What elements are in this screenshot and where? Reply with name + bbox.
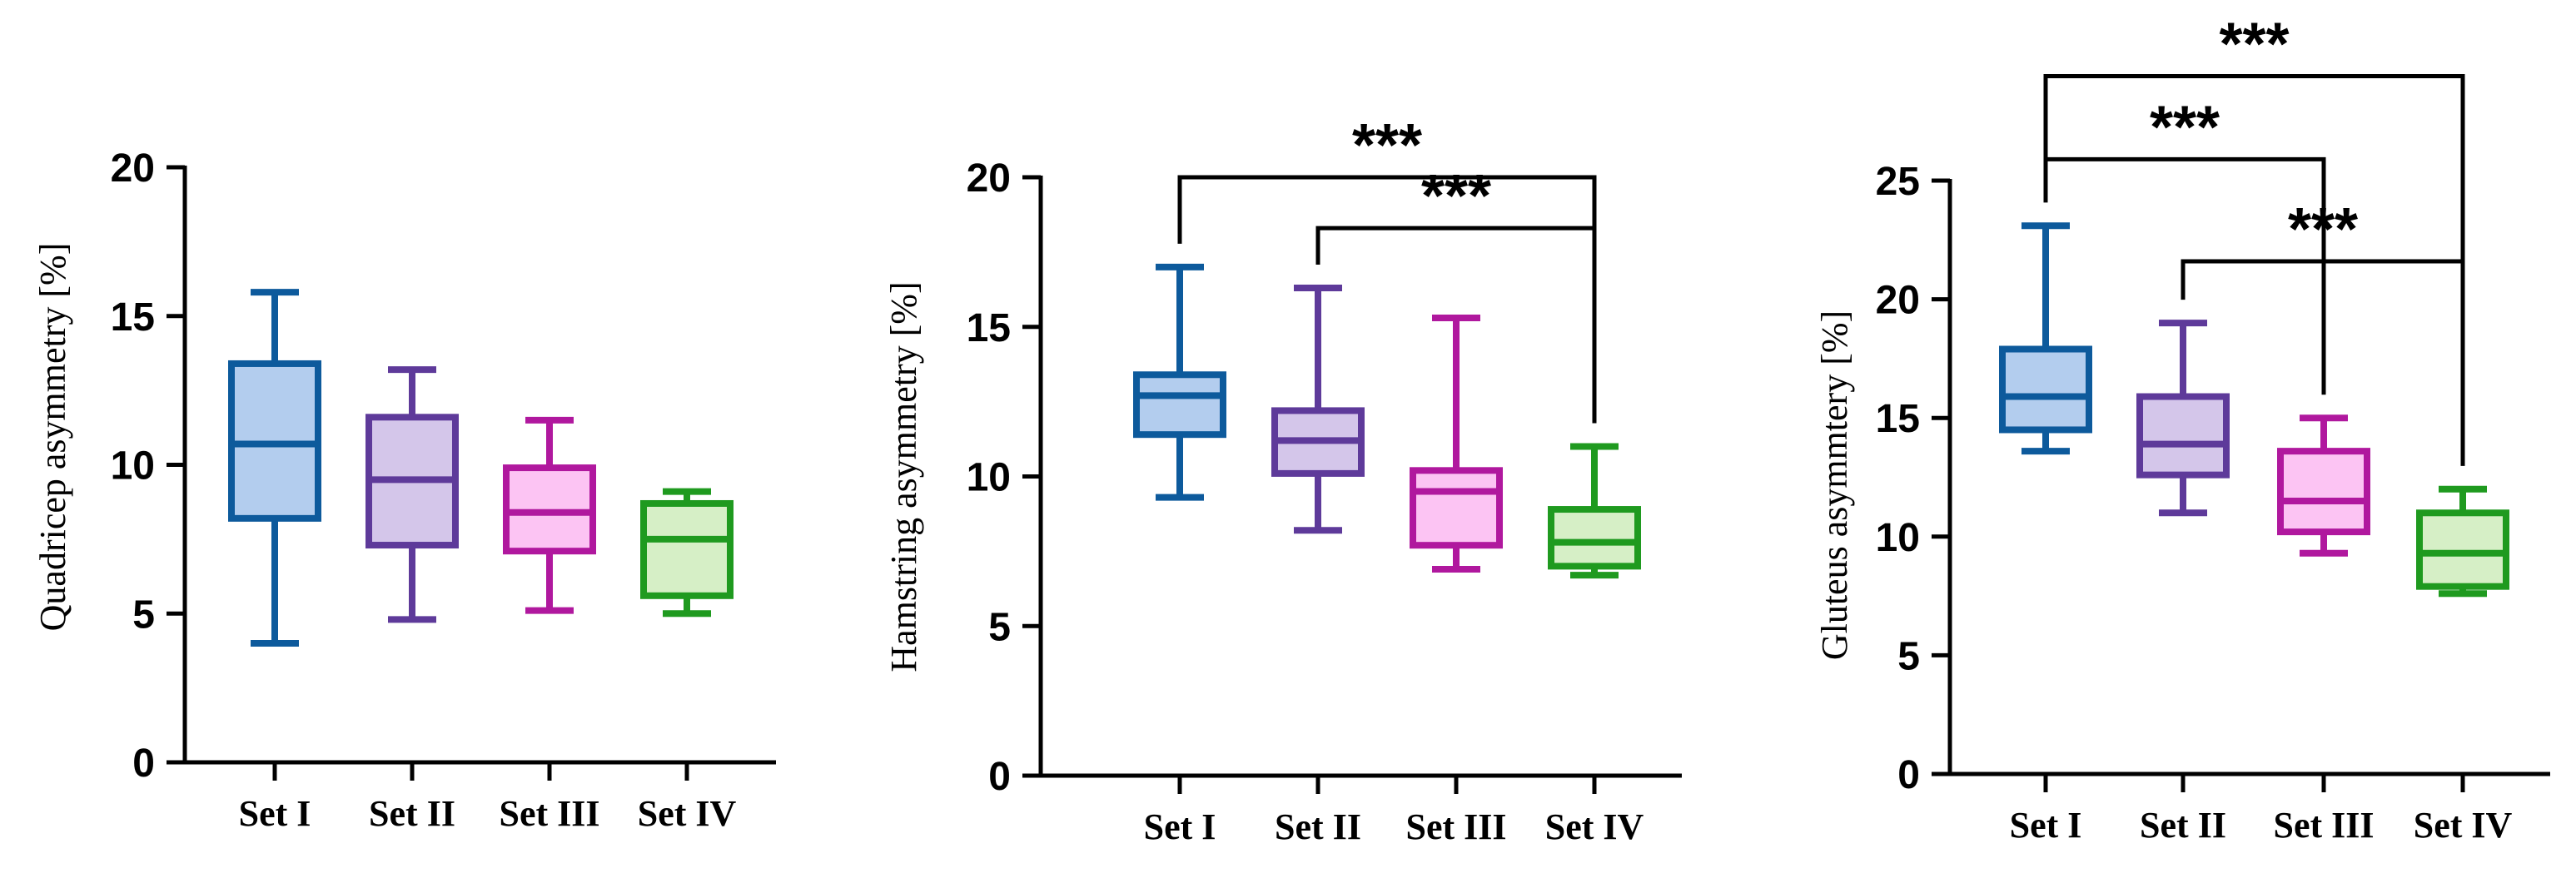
y-tick-label: 10 [1876,516,1920,560]
significance-bracket: *** [2043,12,2465,466]
x-tick-label: Set I [239,793,311,834]
x-tick-label: Set IV [2414,805,2513,846]
y-tick-label: 20 [967,156,1011,201]
y-tick-label: 25 [1876,160,1920,204]
y-tick-label: 20 [1876,279,1920,323]
y-tick-label: 20 [111,146,155,191]
iqr-box [1133,371,1226,439]
bracket-line [2181,259,2465,466]
significance-bracket: *** [1315,163,1597,424]
y-tick-label: 10 [111,444,155,489]
y-tick-label: 15 [111,295,155,340]
x-tick-label: Set II [369,793,455,834]
x-tick-label: Set I [1144,806,1216,847]
gluteus-panel: 0 5 10 15 20 25 Set I Set II Set III Set IV Gluteu… [1814,12,2550,846]
bracket-line [1315,226,1597,424]
significance-label: *** [2288,196,2358,263]
box-set-iii [503,416,596,614]
hamstring-y-axis-label: Hamstring asymmetry [%] [883,281,924,672]
x-tick-label: Set I [2010,805,2082,846]
significance-label: *** [1421,163,1491,230]
iqr-box [2136,393,2230,479]
significance-label: *** [2219,12,2289,78]
y-tick-label: 5 [988,605,1011,649]
box-set-iv [1548,443,1641,579]
box-set-i [228,289,321,647]
y-tick-label: 0 [132,742,155,786]
iqr-box [640,499,734,599]
box-set-ii [2136,320,2230,517]
significance-bracket: *** [1177,112,1597,424]
y-tick-label: 5 [132,593,155,637]
significance-label: *** [1352,112,1422,179]
gluteus-y-axis-label: Gluteus asymmtery [%] [1814,310,1855,660]
x-tick-label: Set III [2273,805,2374,846]
significance-bracket: *** [2043,94,2326,395]
box-set-iv [2416,485,2509,598]
bracket-line [2043,74,2465,466]
bracket-line [2043,156,2326,395]
y-tick-label: 5 [1897,634,1920,678]
quadricep-y-axis-label: Quadricep asymmetry [%] [32,243,73,632]
iqr-box [2416,509,2509,590]
quadricep-panel: 0 5 10 15 20 Set I Set II Set III Set IV Quadrice… [32,146,776,834]
iqr-box [1999,345,2092,434]
y-tick-label: 15 [1876,397,1920,441]
box-set-iv [640,488,734,618]
iqr-box [2277,448,2370,536]
significance-bracket: *** [2181,196,2465,466]
box-set-ii [366,366,459,623]
box-set-iii [2277,414,2370,557]
box-set-i [1999,222,2092,455]
hamstring-panel: 0 5 10 15 20 Set I Set II Set III Set IV Hamstrin… [883,112,1682,847]
x-tick-label: Set II [1275,806,1361,847]
y-tick-label: 15 [967,306,1011,350]
iqr-box [1410,467,1503,549]
x-tick-label: Set IV [638,793,737,834]
y-tick-label: 10 [967,456,1011,500]
y-tick-label: 0 [1897,753,1920,797]
bracket-line [1177,175,1597,424]
box-set-ii [1271,285,1365,534]
box-set-i [1133,263,1226,501]
x-tick-label: Set II [2140,805,2226,846]
y-tick-label: 0 [988,755,1011,799]
x-tick-label: Set IV [1545,806,1644,847]
significance-label: *** [2150,94,2220,161]
iqr-box [1548,506,1641,570]
box-set-iii [1410,314,1503,573]
x-tick-label: Set III [1405,806,1506,847]
x-tick-label: Set III [499,793,599,834]
